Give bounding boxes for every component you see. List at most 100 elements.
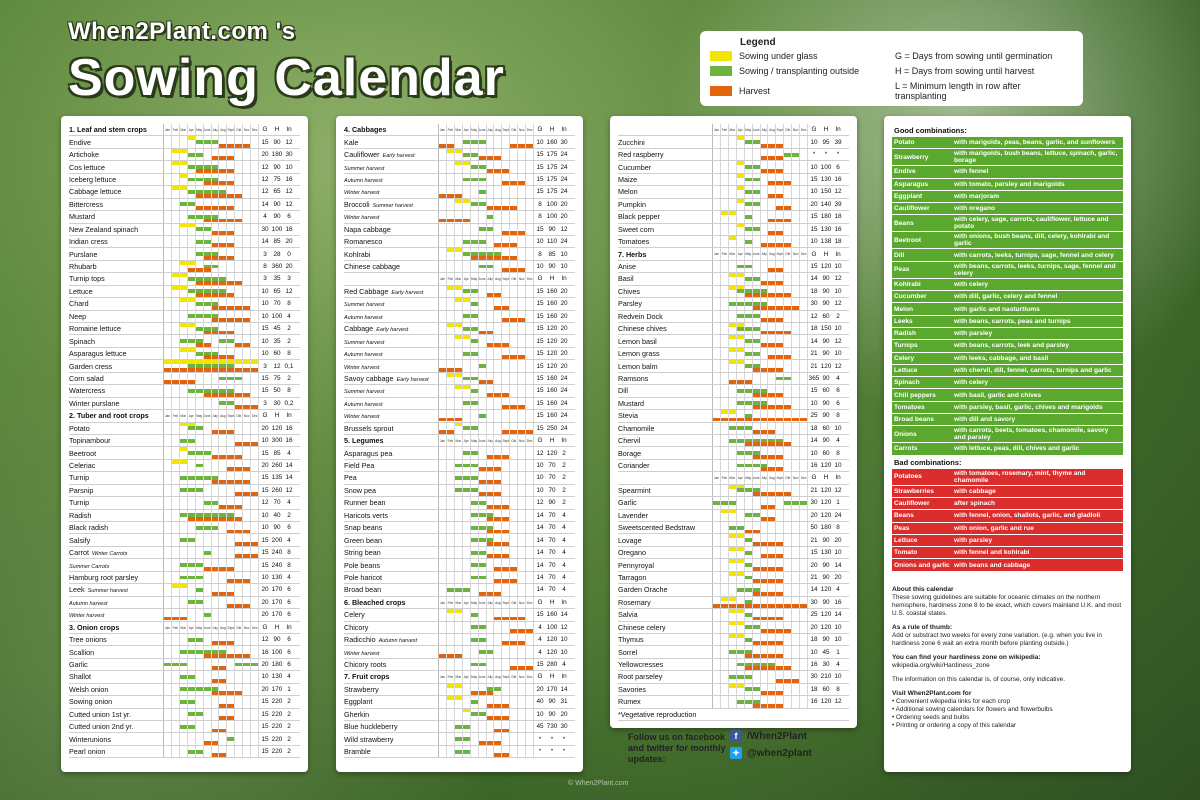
g-value: 15: [261, 474, 269, 482]
month-cell: [470, 633, 479, 646]
month-cell: [792, 372, 801, 385]
month-cell: [768, 186, 777, 198]
combination-detail: with dill and savory: [954, 416, 1016, 424]
sowing-outside-bar: [470, 513, 478, 518]
harvest-bar: [776, 342, 784, 347]
twitter-link[interactable]: ✦ @when2plant: [730, 747, 812, 759]
harvest-bar: [446, 653, 454, 658]
month-cell: [187, 347, 196, 360]
harvest-bar: [510, 566, 518, 571]
sowing-glass-bar: [728, 484, 736, 489]
month-cell: [502, 186, 511, 198]
month-cell: [180, 310, 188, 322]
month-cell: [172, 708, 180, 720]
month-cell: [251, 708, 260, 720]
harvest-bar: [510, 579, 518, 584]
month-grid: [438, 658, 535, 671]
month-grid: [163, 372, 260, 385]
month-cell: [487, 298, 495, 310]
month-cell: [526, 509, 535, 521]
month-cell: [752, 410, 761, 422]
month-cell: [784, 410, 793, 422]
in-value: 10: [560, 250, 568, 258]
in-value: 24: [560, 238, 568, 246]
harvest-bar: [211, 206, 219, 211]
month-cell: [721, 310, 729, 322]
harvest-bar: [211, 330, 219, 335]
month-grid: [163, 584, 260, 596]
month-cell: [243, 372, 252, 385]
month-cell: [204, 372, 212, 385]
month-header: Sept: [502, 273, 511, 285]
month-cell: [164, 559, 172, 571]
month-cell: [204, 584, 212, 596]
month-grid: [163, 273, 260, 285]
sowing-outside-bar: [195, 227, 203, 232]
crop-row: Mustard 10 90 6: [618, 397, 849, 411]
sowing-glass-bar: [736, 198, 744, 203]
harvest-bar: [243, 529, 251, 534]
harvest-bar: [494, 342, 502, 347]
month-cell: [212, 596, 220, 609]
month-cell: [728, 211, 737, 223]
combination-crop: Dill: [894, 251, 905, 259]
in-value: 10: [834, 636, 842, 644]
month-cell: [164, 434, 172, 447]
month-cell: [171, 609, 180, 621]
harvest-bar: [211, 181, 219, 186]
zone-link[interactable]: wikipedia.org/wiki/Hardiness_zone: [892, 661, 990, 669]
g-value: 15: [536, 387, 544, 395]
social-links: f /When2Plant ✦ @when2plant: [730, 730, 812, 764]
sowing-outside-bar: [478, 227, 486, 232]
month-cell: [227, 522, 236, 534]
combination-detail: with cabbage: [954, 487, 996, 495]
month-cell: [439, 360, 447, 372]
g-value: *: [538, 735, 542, 743]
month-cell: [251, 248, 260, 260]
sowing-outside-bar: [203, 550, 211, 555]
month-cell: [219, 285, 228, 298]
month-grid: Jan Feb Mar Apr May June July Aug Sept Okt Nov Dec: [438, 124, 535, 136]
month-cell: [447, 745, 455, 758]
in-value: In: [286, 126, 292, 134]
month-cell: [227, 546, 236, 559]
month-grid: [163, 235, 260, 248]
sowing-outside-bar: [486, 650, 494, 655]
h-value: 65: [273, 287, 281, 295]
month-cell: [752, 422, 761, 434]
g-value: 12: [536, 499, 544, 507]
month-cell: [164, 671, 172, 683]
bad-combination-row: Tomato with fennel and kohlrabi: [892, 547, 1123, 560]
sowing-outside-bar: [744, 388, 752, 393]
sowing-outside-bar: [211, 500, 219, 505]
month-cell: [455, 347, 463, 360]
h-value: 65: [273, 188, 281, 196]
harvest-bar: [776, 218, 784, 223]
crop-name: New Zealand spinach: [69, 224, 139, 234]
month-cell: [179, 447, 188, 459]
month-grid: [163, 646, 260, 658]
sowing-glass-bar: [179, 173, 187, 178]
harvest-bar: [776, 641, 784, 646]
month-cell: [227, 273, 236, 285]
crop-row: Lemon basil 14 90 12: [618, 335, 849, 348]
good-combination-row: Potato with marigolds, peas, beans, garli…: [892, 137, 1123, 150]
month-header: Dec: [526, 596, 535, 609]
sowing-outside-bar: [728, 426, 736, 431]
month-cell: [744, 285, 753, 298]
crop-name: Garlic: [618, 498, 637, 508]
facebook-link[interactable]: f /When2Plant: [730, 730, 812, 742]
month-cell: [526, 260, 535, 273]
g-value: 15: [536, 300, 544, 308]
h-value: 120: [820, 499, 832, 507]
month-cell: [227, 372, 236, 385]
crop-name: Radish: [69, 510, 92, 520]
harvest-bar: [502, 753, 510, 758]
month-cell: [713, 198, 721, 211]
in-value: 6: [836, 399, 840, 407]
crop-name: Chinese chives: [618, 324, 667, 334]
month-cell: [211, 347, 220, 360]
harvest-bar: [784, 293, 792, 298]
month-cell: [235, 546, 244, 559]
month-cell: [479, 385, 487, 397]
